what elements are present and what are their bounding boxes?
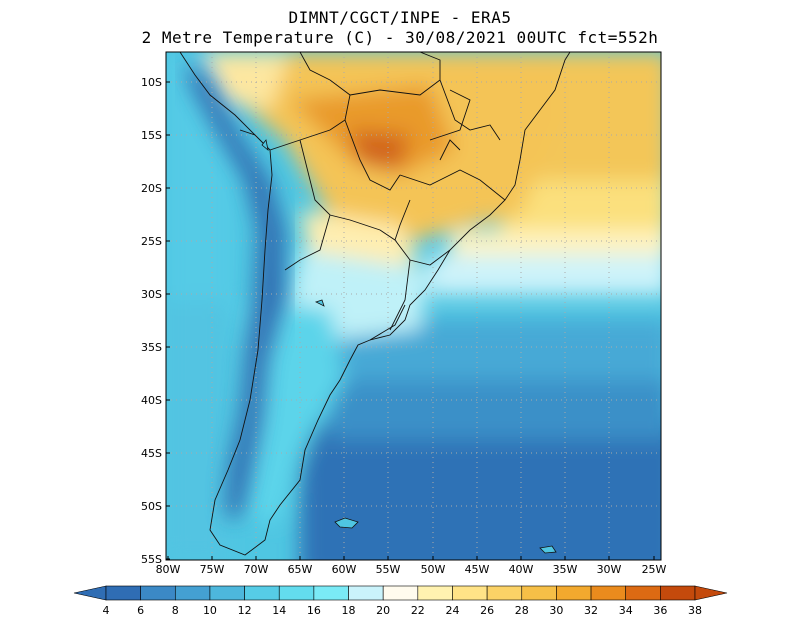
colorbar-swatch (452, 585, 488, 601)
temperature-field (166, 52, 661, 560)
colorbar-label: 36 (653, 604, 667, 617)
colorbar-arrow-high (694, 585, 728, 601)
colorbar-swatch (174, 585, 211, 601)
coastline (179, 52, 571, 556)
lon-label: 55W (376, 563, 401, 576)
colorbar-swatch (278, 585, 315, 601)
colorbar-swatch (140, 585, 176, 601)
colorbar-swatch (313, 585, 349, 601)
lon-label: 60W (332, 563, 357, 576)
colorbar-label: 32 (584, 604, 598, 617)
colorbar-swatch (521, 585, 557, 601)
lon-label: 45W (465, 563, 490, 576)
colorbar-label: 30 (549, 604, 563, 617)
colorbar-label: 10 (203, 604, 217, 617)
colorbar: 4 6 8 10 12 14 16 18 20 22 24 26 28 30 32 34 36 38 (73, 585, 728, 617)
lat-label: 15S (141, 129, 162, 142)
colorbar-label: 16 (307, 604, 321, 617)
lat-label: 50S (141, 500, 162, 513)
lat-label: 45S (141, 447, 162, 460)
colorbar-label: 24 (445, 604, 459, 617)
map-title-line-2: 2 Metre Temperature (C) - 30/08/2021 00U… (141, 28, 659, 47)
colorbar-swatch (209, 585, 245, 601)
colorbar-label: 8 (172, 604, 179, 617)
lat-label: 25S (141, 235, 162, 248)
lat-label: 35S (141, 341, 162, 354)
lon-label: 30W (597, 563, 622, 576)
colorbar-label: 38 (688, 604, 702, 617)
lat-label: 55S (141, 553, 162, 566)
lat-label: 30S (141, 288, 162, 301)
lat-label: 40S (141, 394, 162, 407)
colorbar-swatch (556, 585, 592, 601)
map-frame (165, 51, 662, 561)
colorbar-label: 26 (480, 604, 494, 617)
colorbar-label: 28 (515, 604, 529, 617)
lon-label: 80W (156, 563, 181, 576)
latitude-axis: 10S 15S 20S 25S 30S 35S 40S 45S 50S 55S (141, 76, 170, 566)
colorbar-label: 34 (619, 604, 633, 617)
colorbar-label: 12 (238, 604, 252, 617)
colorbar-label: 14 (272, 604, 286, 617)
colorbar-swatch (486, 585, 523, 601)
colorbar-label: 18 (342, 604, 356, 617)
lat-label: 20S (141, 182, 162, 195)
lon-label: 65W (288, 563, 313, 576)
longitude-axis: 80W 75W 70W 65W 60W 55W 50W 45W 40W 35W … (156, 556, 667, 576)
lon-label: 70W (244, 563, 269, 576)
lon-label: 50W (421, 563, 446, 576)
colorbar-label: 20 (376, 604, 390, 617)
lon-label: 35W (553, 563, 578, 576)
colorbar-label: 4 (103, 604, 110, 617)
lon-label: 40W (509, 563, 534, 576)
colorbar-swatch (348, 585, 384, 601)
colorbar-swatch (660, 585, 696, 601)
colorbar-arrow-low (73, 585, 107, 601)
lat-label: 10S (141, 76, 162, 89)
map-title-line-1: DIMNT/CGCT/INPE - ERA5 (288, 8, 512, 27)
lon-label: 25W (642, 563, 667, 576)
lon-label: 75W (200, 563, 225, 576)
colorbar-swatch (417, 585, 453, 601)
colorbar-swatch (105, 585, 141, 601)
colorbar-swatch (382, 585, 419, 601)
colorbar-swatch (244, 585, 280, 601)
colorbar-label: 22 (411, 604, 425, 617)
colorbar-swatch (625, 585, 661, 601)
colorbar-swatch (590, 585, 627, 601)
colorbar-label: 6 (137, 604, 144, 617)
